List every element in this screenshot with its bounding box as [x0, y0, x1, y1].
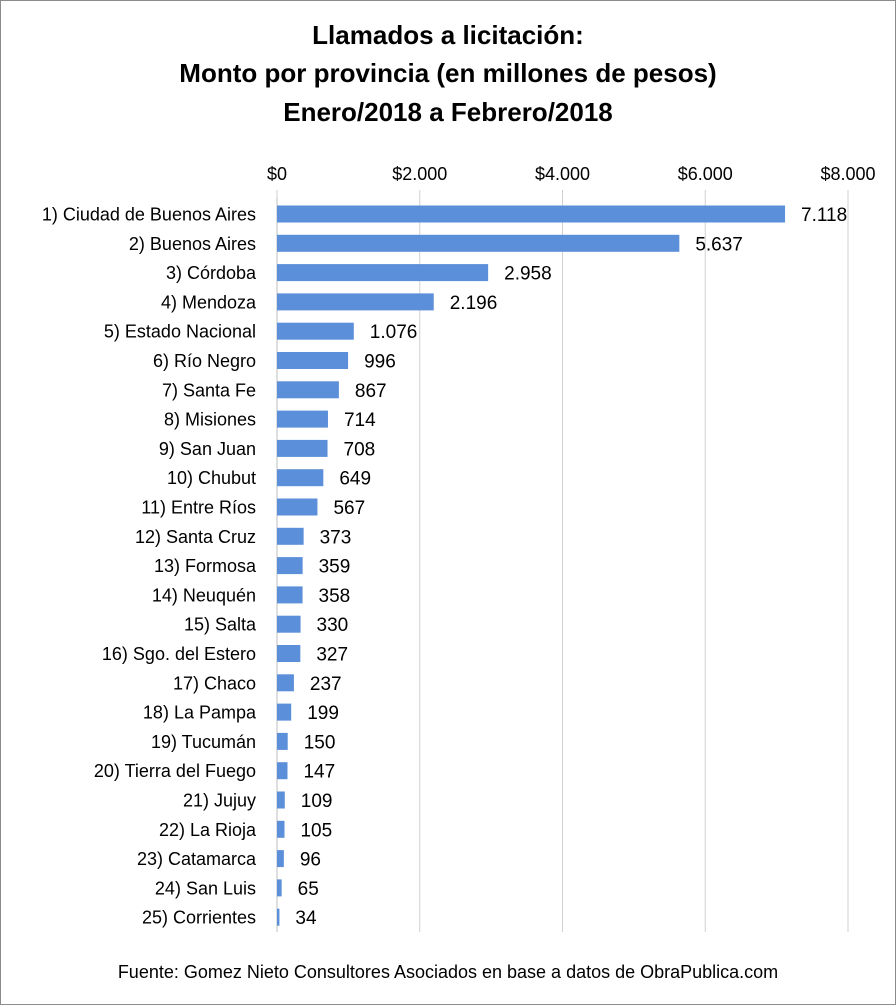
source-note: Fuente: Gomez Nieto Consultores Asociado… [117, 962, 779, 982]
category-label: 13) Formosa [154, 556, 257, 576]
bar [277, 703, 292, 721]
bar [277, 820, 285, 838]
bar [277, 586, 303, 604]
category-label: 1) Ciudad de Buenos Aires [42, 205, 256, 225]
category-label: 22) La Rioja [159, 820, 257, 840]
category-label: 4) Mendoza [161, 292, 257, 312]
value-label: 649 [339, 469, 371, 490]
category-label: 25) Corrientes [142, 908, 256, 928]
category-label: 6) Río Negro [153, 351, 256, 371]
value-label: 867 [355, 381, 387, 402]
value-label: 996 [364, 352, 396, 373]
chart-title-line-2: Monto por provincia (en millones de peso… [179, 58, 717, 88]
category-label: 3) Córdoba [166, 263, 257, 283]
value-label: 708 [344, 439, 376, 460]
category-label: 23) Catamarca [137, 849, 257, 869]
value-label: 199 [307, 703, 339, 724]
x-tick-label: $8.000 [820, 164, 875, 184]
category-label: 24) San Luis [155, 878, 256, 898]
category-label: 14) Neuquén [152, 585, 256, 605]
bar [277, 645, 301, 662]
category-label: 19) Tucumán [151, 732, 256, 752]
bar [277, 293, 434, 311]
bar [277, 791, 285, 809]
value-label: 2.958 [504, 264, 552, 285]
value-label: 359 [319, 557, 351, 578]
bar [277, 732, 288, 750]
category-label: 12) Santa Cruz [135, 527, 256, 547]
bar [277, 352, 349, 369]
value-label: 237 [310, 674, 342, 695]
category-label: 8) Misiones [164, 410, 256, 430]
value-label: 2.196 [450, 293, 498, 314]
x-axis-ticks: $0 $2.000 $4.000 $6.000 $8.000 [267, 164, 876, 184]
x-tick-label: $0 [267, 164, 287, 184]
category-label: 17) Chaco [173, 673, 256, 693]
chart-title-line-1: Llamados a licitación: [312, 20, 584, 50]
bar [277, 557, 303, 575]
value-label: 105 [300, 820, 332, 841]
value-label: 714 [344, 410, 376, 431]
category-label: 21) Jujuy [183, 791, 256, 811]
bar [277, 908, 280, 926]
category-label: 20) Tierra del Fuego [94, 761, 256, 781]
category-label: 11) Entre Ríos [141, 498, 256, 518]
bars [277, 205, 786, 926]
bar [277, 205, 786, 223]
bar [277, 615, 301, 633]
x-tick-label: $6.000 [678, 164, 733, 184]
bar [277, 674, 294, 692]
category-label: 18) La Pampa [143, 703, 257, 723]
x-tick-label: $2.000 [392, 164, 447, 184]
bar [277, 264, 489, 282]
value-label: 330 [317, 615, 349, 636]
bar [277, 527, 304, 545]
x-tick-label: $4.000 [535, 164, 590, 184]
bar [277, 762, 288, 780]
category-label: 10) Chubut [167, 468, 256, 488]
bar [277, 469, 324, 487]
bar [277, 498, 318, 516]
bar [277, 322, 354, 340]
category-label: 9) San Juan [159, 439, 256, 459]
bar [277, 234, 680, 252]
value-label: 567 [333, 498, 365, 519]
value-label: 373 [320, 527, 352, 548]
category-label: 16) Sgo. del Estero [102, 644, 256, 664]
value-label: 109 [301, 791, 333, 812]
value-label: 5.637 [695, 234, 743, 255]
category-label: 2) Buenos Aires [129, 234, 256, 254]
value-label: 150 [304, 732, 336, 753]
bar [277, 381, 339, 399]
value-label: 358 [319, 586, 351, 607]
bar [277, 879, 282, 897]
value-label: 7.118 [801, 205, 847, 226]
bar [277, 439, 328, 457]
value-label: 96 [300, 850, 321, 871]
bar [277, 410, 328, 428]
value-label: 65 [298, 879, 319, 900]
category-label: 7) Santa Fe [162, 380, 256, 400]
category-labels: 1) Ciudad de Buenos Aires 2) Buenos Aires… [42, 205, 257, 928]
value-label: 147 [303, 762, 335, 783]
value-label: 34 [295, 908, 317, 929]
value-labels: 7.118 5.637 2.958 2.196 1.076 996 867 714 708 649… [295, 205, 847, 929]
chart-title-line-3: Enero/2018 a Febrero/2018 [283, 97, 613, 127]
bar [277, 850, 284, 868]
value-label: 327 [316, 645, 348, 666]
value-label: 1.076 [370, 322, 418, 343]
category-label: 5) Estado Nacional [104, 322, 256, 342]
category-label: 15) Salta [184, 615, 257, 635]
